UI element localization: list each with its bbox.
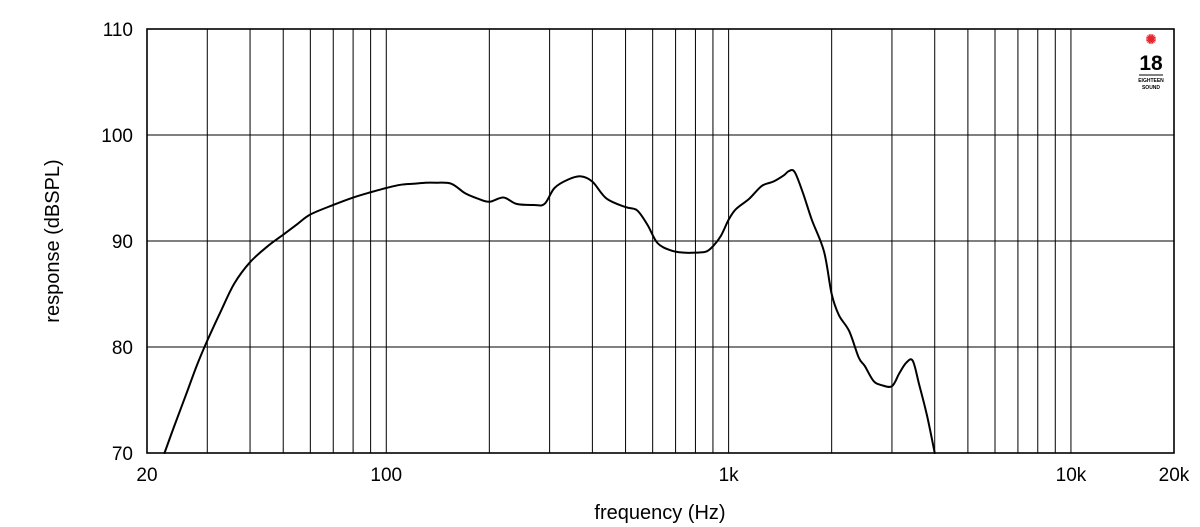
x-tick-label: 10k [1056, 465, 1087, 486]
plot-area-frame [146, 28, 1175, 454]
tick-labels: 20 100 1k 10k 20k 70 80 90 100 110 [101, 20, 1190, 486]
x-axis-title: frequency (Hz) [594, 502, 725, 524]
star-icon [1146, 34, 1156, 44]
logo-line-2: SOUND [1142, 85, 1160, 91]
logo-number: 18 [1139, 52, 1163, 75]
brand-logo: 18 EIGHTEEN SOUND [1138, 34, 1164, 91]
star-ray [1146, 36, 1156, 42]
y-tick-label: 90 [112, 232, 133, 253]
y-tick-label: 100 [101, 126, 133, 147]
x-tick-label: 20 [136, 465, 157, 486]
logo-line-1: EIGHTEEN [1138, 78, 1164, 84]
x-tick-label: 100 [370, 465, 402, 486]
x-tick-label: 20k [1159, 465, 1190, 486]
grid [147, 29, 1174, 453]
y-tick-label: 80 [112, 338, 133, 359]
y-tick-label: 70 [112, 444, 133, 465]
x-tick-label: 1k [719, 465, 740, 486]
y-axis-title: response (dBSPL) [42, 159, 64, 322]
y-tick-label: 110 [103, 20, 133, 41]
response-curve [163, 168, 936, 454]
